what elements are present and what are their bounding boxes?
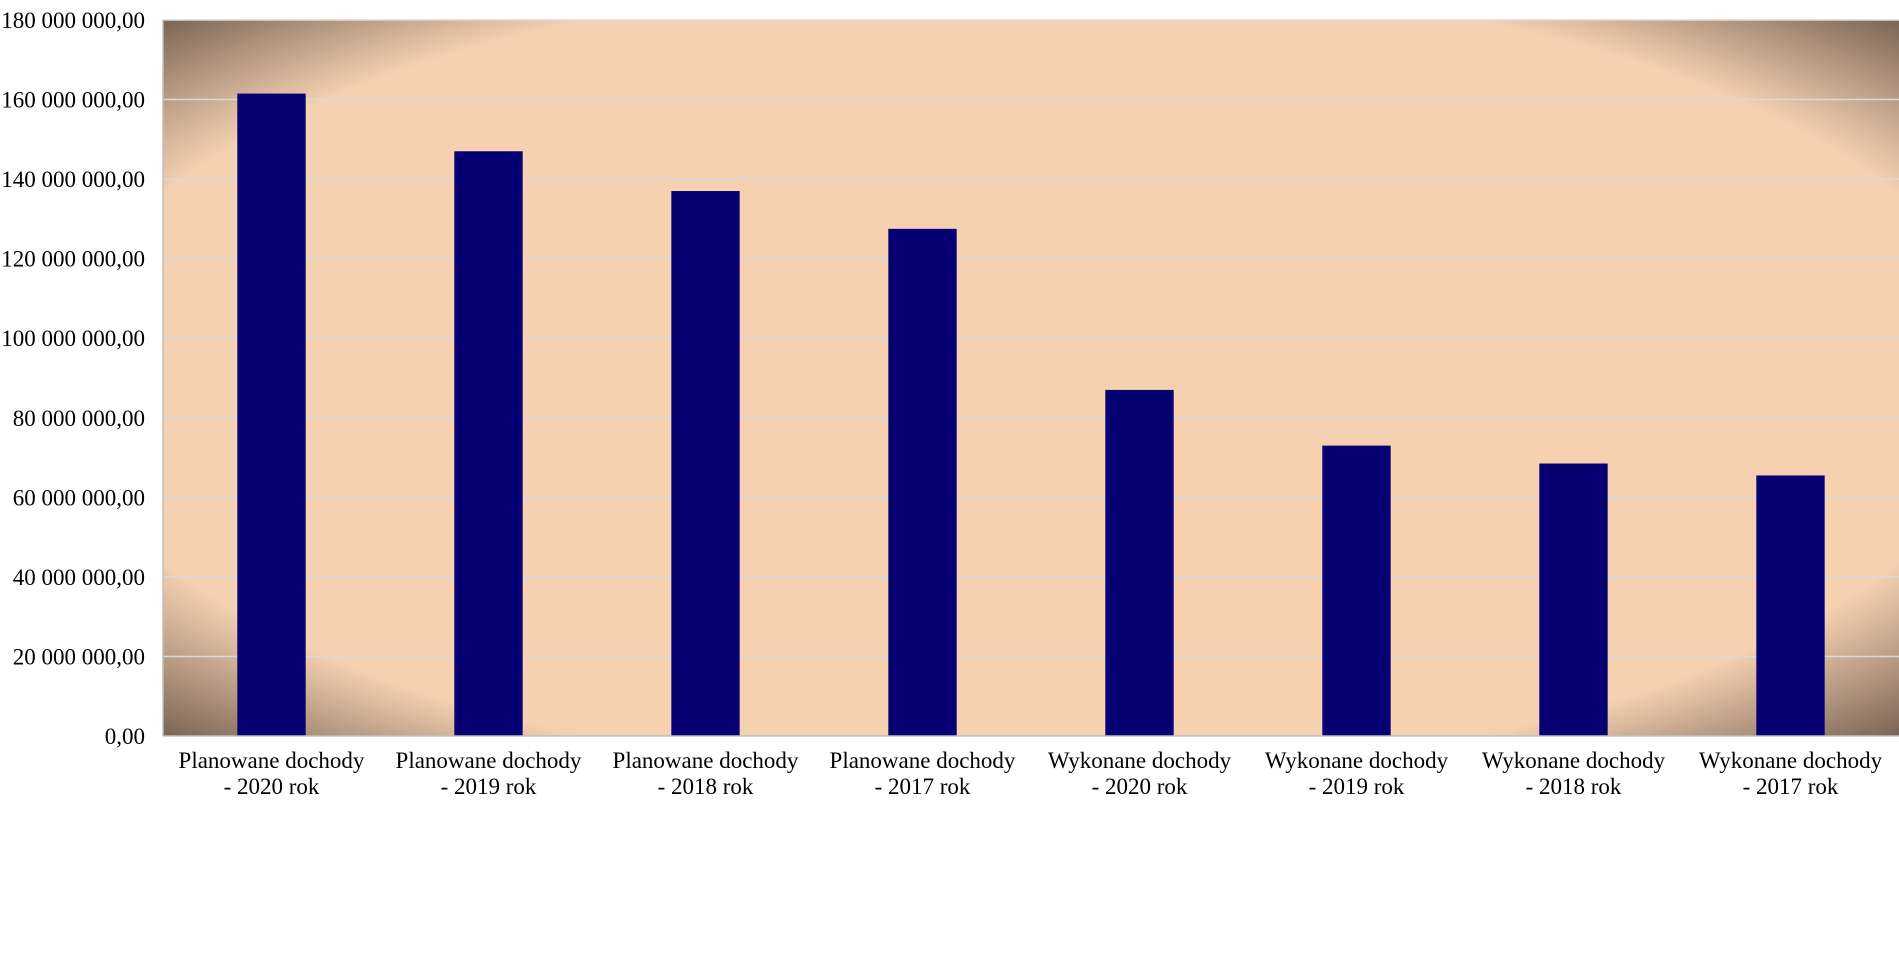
gridlines: [163, 19, 1899, 658]
y-tick-label-6: 120 000 000,00: [1, 247, 145, 272]
y-tick-label-2: 40 000 000,00: [13, 565, 145, 590]
bar-5: [1322, 445, 1391, 736]
plot-area: [163, 20, 1899, 736]
x-category-label-line: Planowane dochody: [613, 748, 799, 773]
y-tick-label-9: 180 000 000,00: [1, 8, 145, 33]
bar-6: [1539, 463, 1608, 736]
x-category-label-7: Wykonane dochody - 2017 rok: [1699, 748, 1883, 799]
bar-0: [237, 93, 306, 737]
x-category-label-line: Planowane dochody: [396, 748, 582, 773]
x-category-label-line: - 2017 rok: [1743, 774, 1839, 799]
x-category-label-6: Wykonane dochody - 2018 rok: [1482, 748, 1666, 799]
y-tick-label-7: 140 000 000,00: [1, 167, 145, 192]
y-axis-tick-labels: 0,00 20 000 000,00 40 000 000,00 60 000 000…: [1, 8, 145, 749]
axes: [162, 20, 1899, 737]
bar-7: [1756, 475, 1825, 736]
bar-3: [888, 228, 957, 737]
x-category-label-2: Planowane dochody - 2018 rok: [613, 748, 799, 799]
y-tick-label-8: 160 000 000,00: [1, 88, 145, 113]
x-category-label-line: Planowane dochody: [830, 748, 1016, 773]
x-category-label-line: - 2018 rok: [658, 774, 754, 799]
x-category-label-line: - 2019 rok: [1309, 774, 1405, 799]
bar-1: [454, 151, 523, 736]
x-category-label-line: - 2018 rok: [1526, 774, 1622, 799]
x-category-label-line: - 2020 rok: [224, 774, 320, 799]
y-tick-label-0: 0,00: [105, 724, 145, 749]
bars: [237, 93, 1825, 737]
bar-4: [1105, 389, 1174, 736]
x-category-label-line: Planowane dochody: [179, 748, 365, 773]
x-category-label-line: Wykonane dochody: [1482, 748, 1666, 773]
x-category-label-line: Wykonane dochody: [1265, 748, 1449, 773]
y-tick-label-1: 20 000 000,00: [13, 644, 145, 669]
x-category-label-3: Planowane dochody - 2017 rok: [830, 748, 1016, 799]
x-category-label-5: Wykonane dochody - 2019 rok: [1265, 748, 1449, 799]
x-category-label-line: - 2017 rok: [875, 774, 971, 799]
x-category-label-1: Planowane dochody - 2019 rok: [396, 748, 582, 799]
plot-background: [163, 20, 1899, 736]
x-category-label-4: Wykonane dochody - 2020 rok: [1048, 748, 1232, 799]
x-category-label-0: Planowane dochody - 2020 rok: [179, 748, 365, 799]
y-tick-label-4: 80 000 000,00: [13, 406, 145, 431]
x-category-label-line: Wykonane dochody: [1699, 748, 1883, 773]
x-category-label-line: Wykonane dochody: [1048, 748, 1232, 773]
x-category-label-line: - 2019 rok: [441, 774, 537, 799]
y-tick-label-5: 100 000 000,00: [1, 326, 145, 351]
bar-2: [671, 191, 740, 737]
y-tick-label-3: 60 000 000,00: [13, 485, 145, 510]
x-category-label-line: - 2020 rok: [1092, 774, 1188, 799]
